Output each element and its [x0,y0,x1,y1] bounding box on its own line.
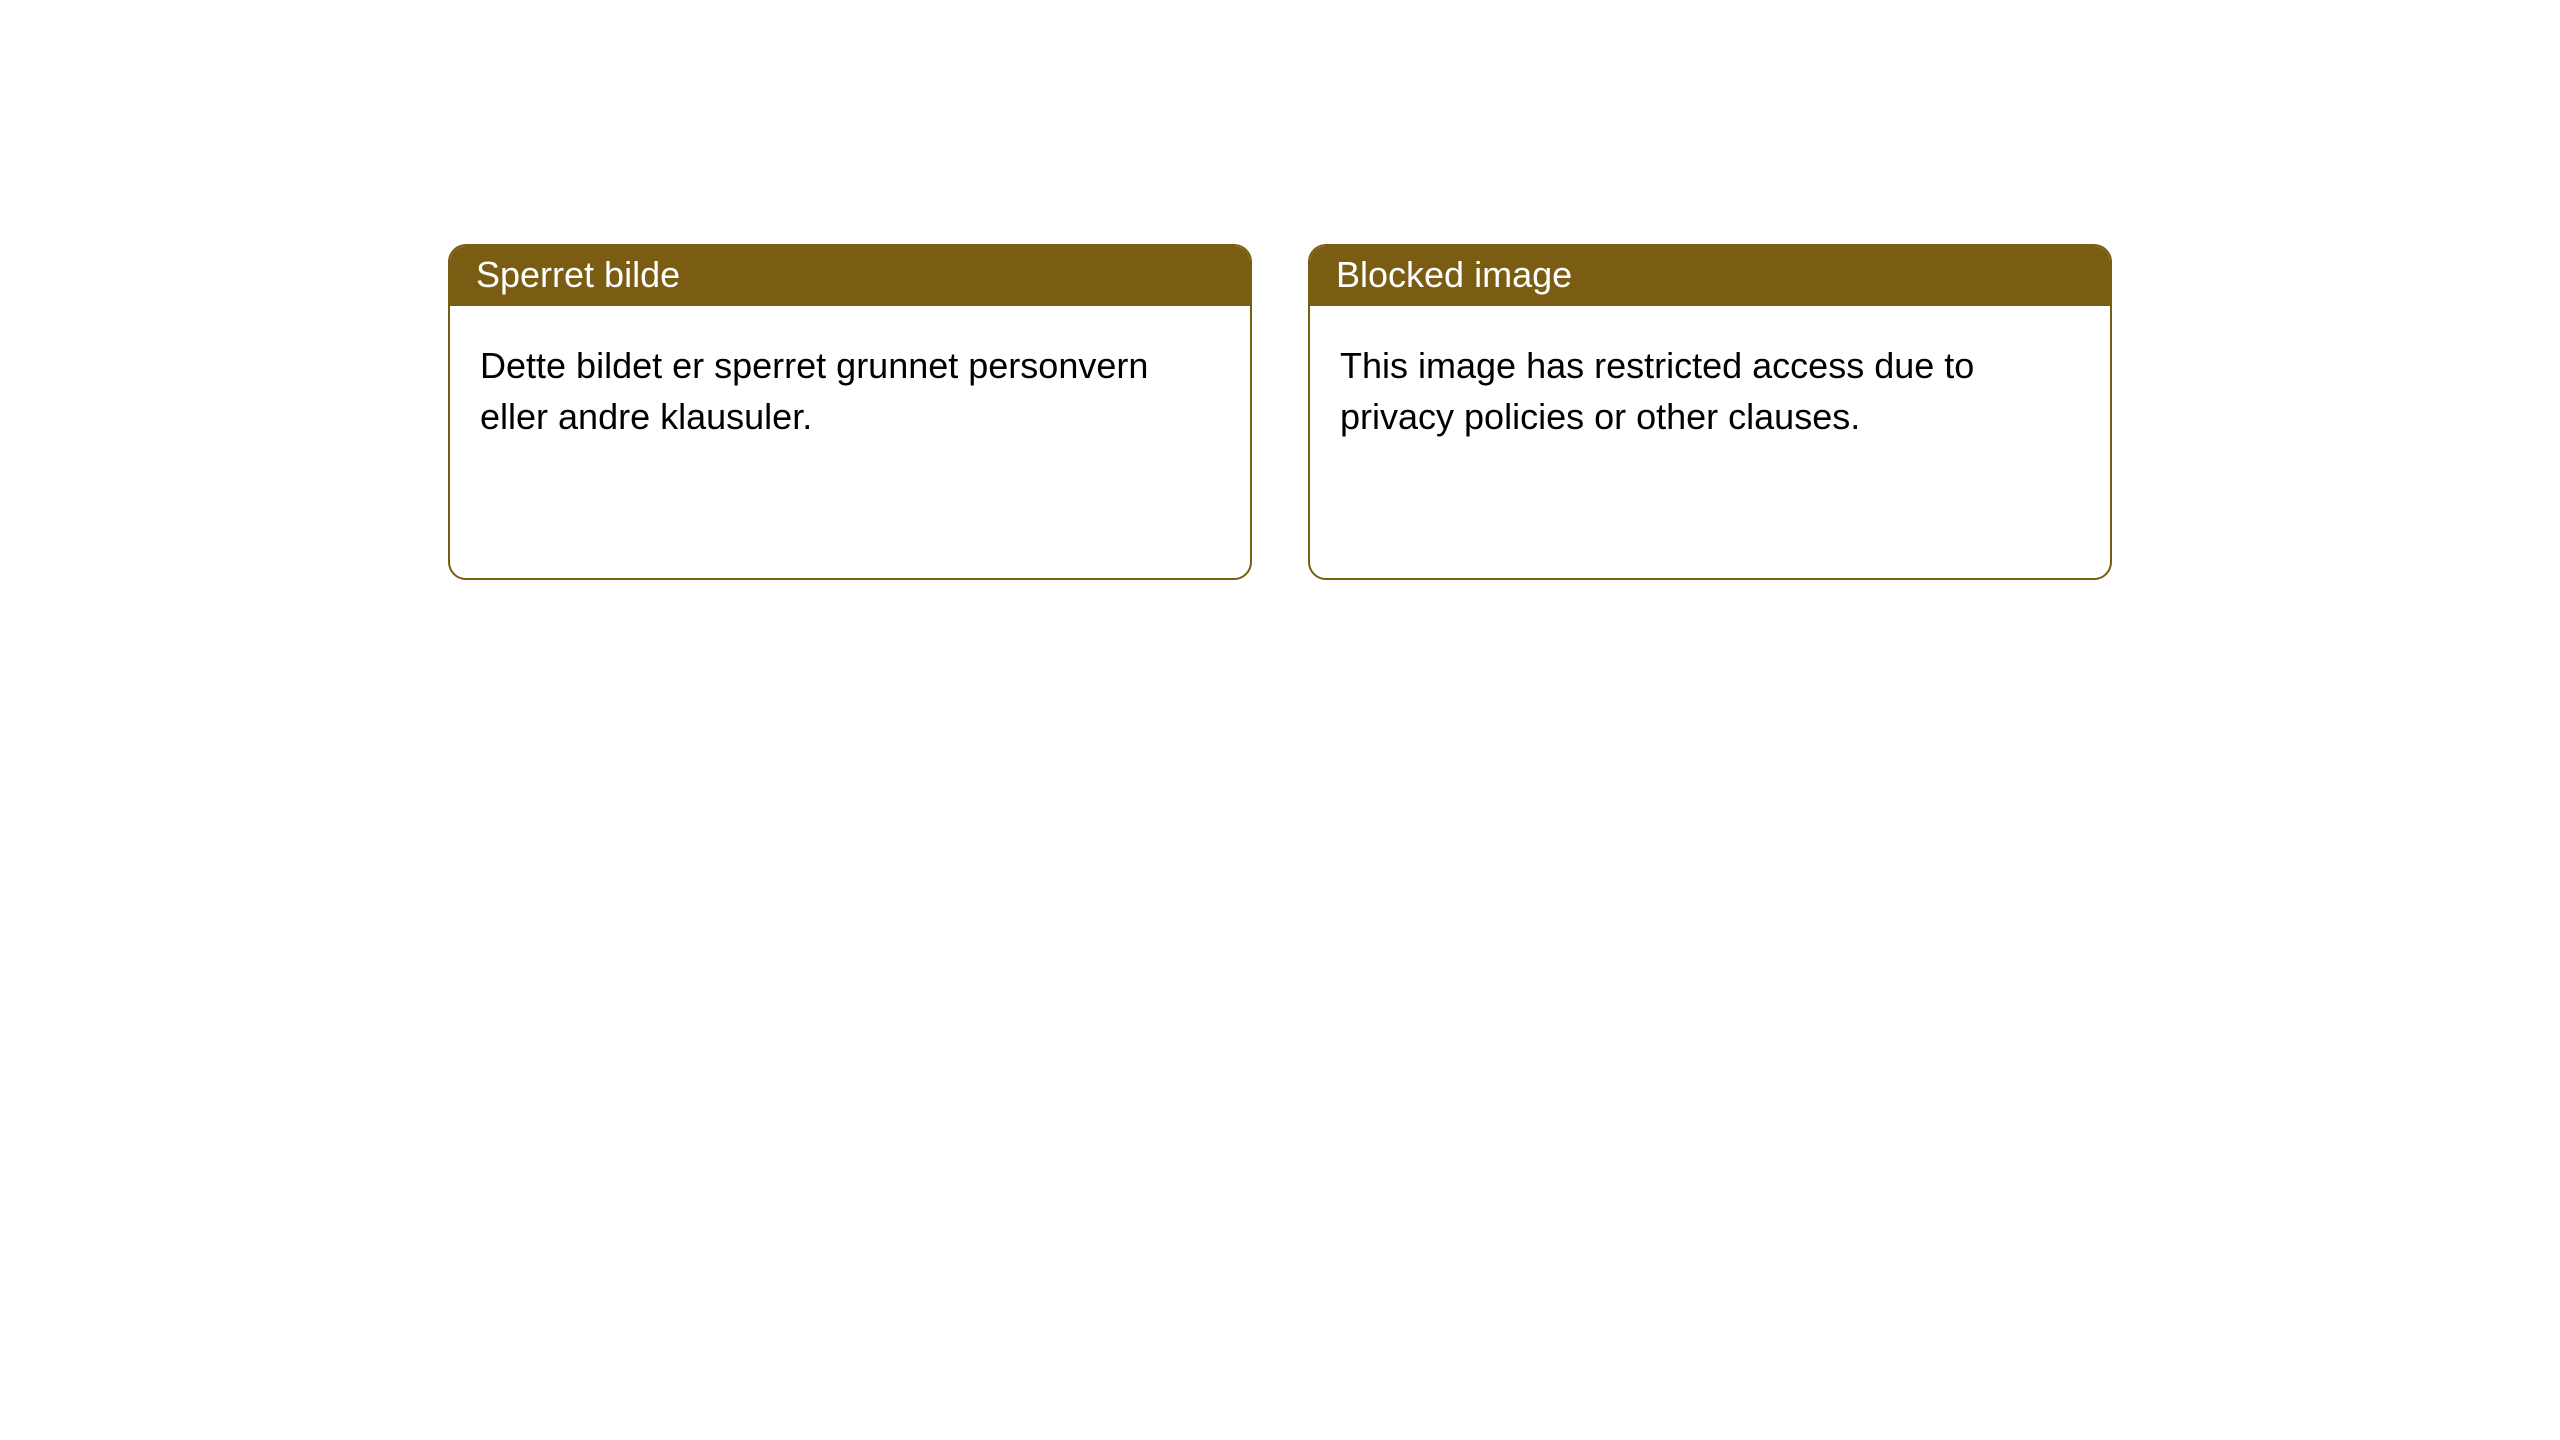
card-body: This image has restricted access due to … [1310,306,2110,476]
card-body-text: Dette bildet er sperret grunnet personve… [480,345,1148,437]
card-body-text: This image has restricted access due to … [1340,345,1974,437]
blocked-image-card-en: Blocked image This image has restricted … [1308,244,2112,580]
card-header: Sperret bilde [450,246,1250,306]
card-title: Blocked image [1336,254,1572,295]
cards-container: Sperret bilde Dette bildet er sperret gr… [448,244,2112,580]
card-body: Dette bildet er sperret grunnet personve… [450,306,1250,476]
blocked-image-card-no: Sperret bilde Dette bildet er sperret gr… [448,244,1252,580]
card-header: Blocked image [1310,246,2110,306]
card-title: Sperret bilde [476,254,680,295]
